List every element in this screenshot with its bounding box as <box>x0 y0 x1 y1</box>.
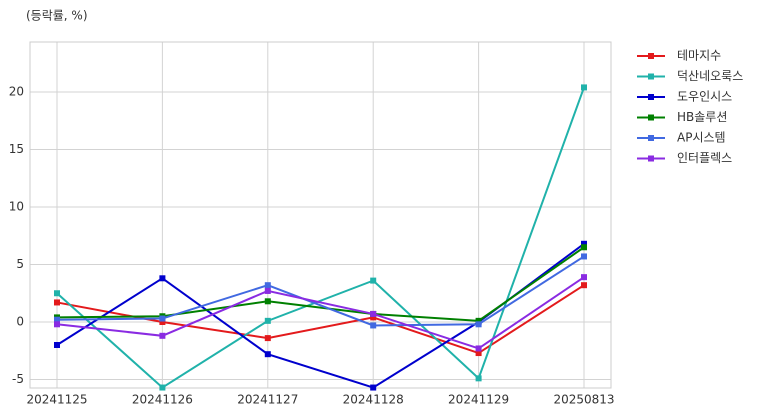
point <box>370 384 377 391</box>
point <box>159 318 166 325</box>
legend-label: 덕산네오룩스 <box>677 69 743 83</box>
legend-label: 인터플렉스 <box>677 151 732 165</box>
point <box>581 244 587 251</box>
x-tick-label: 20241129 <box>448 393 509 407</box>
point <box>159 315 166 322</box>
point <box>264 298 271 305</box>
point <box>54 341 60 348</box>
legend-marker <box>648 73 654 80</box>
legend-marker <box>648 135 654 141</box>
point <box>54 316 60 323</box>
y-tick-label: 20 <box>9 85 24 99</box>
legend-label: HB솔루션 <box>677 110 727 124</box>
point <box>475 375 482 382</box>
legend-marker <box>648 114 654 121</box>
point <box>581 282 587 289</box>
point <box>581 253 587 260</box>
point <box>264 282 271 289</box>
point <box>581 240 587 247</box>
point <box>54 299 60 306</box>
series-line <box>56 246 585 322</box>
series-line <box>56 255 585 327</box>
series-line <box>56 276 585 350</box>
legend-label: 도우인시스 <box>677 90 732 104</box>
x-tick-label: 20241127 <box>237 393 298 407</box>
legend-label: 테마지수 <box>677 49 721 63</box>
x-tick-label: 20241125 <box>26 393 87 407</box>
point <box>264 335 271 342</box>
x-tick-label: 20250813 <box>553 393 614 407</box>
x-tick-label: 20241126 <box>132 393 193 407</box>
point <box>54 290 60 297</box>
x-tick-label: 20241128 <box>343 393 404 407</box>
point <box>475 350 482 357</box>
point <box>370 277 377 284</box>
plot-frame <box>29 41 612 389</box>
point <box>475 317 482 324</box>
point <box>370 314 377 321</box>
point <box>264 287 271 294</box>
point <box>475 345 482 352</box>
point <box>159 332 166 339</box>
y-tick-label: -5 <box>12 372 24 386</box>
legend-marker <box>648 155 654 162</box>
point <box>475 321 482 328</box>
legend-marker <box>648 94 654 100</box>
y-axis-label: (등락률, %) <box>26 9 88 23</box>
point <box>264 351 271 358</box>
point <box>159 384 166 391</box>
series-line <box>56 87 585 389</box>
point <box>264 317 271 324</box>
point <box>159 275 166 282</box>
point <box>54 321 60 328</box>
y-tick-label: 0 <box>16 314 24 328</box>
y-tick-label: 15 <box>9 142 24 156</box>
y-tick-label: 10 <box>9 200 24 214</box>
point <box>370 322 377 329</box>
y-tick-label: 5 <box>16 257 24 271</box>
legend-marker <box>648 53 654 59</box>
point <box>581 274 587 281</box>
point <box>370 310 377 317</box>
point <box>581 84 587 91</box>
legend-label: AP시스템 <box>677 131 726 145</box>
